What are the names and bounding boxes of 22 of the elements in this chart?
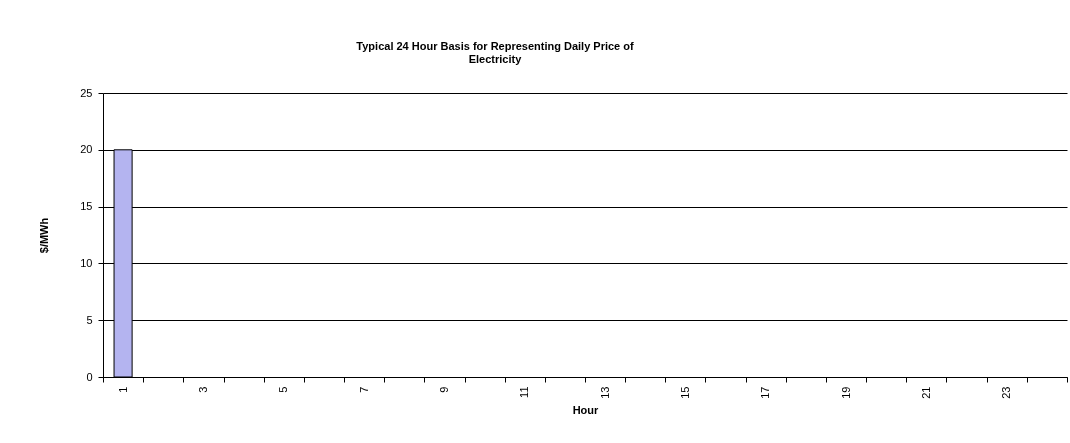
text: Typical 24 Hour Basis for Representing Daily Price of: [356, 40, 634, 52]
y-axis-title: $/MWh: [38, 217, 51, 254]
x-tick-label: 3: [196, 386, 209, 393]
y-tick-label: 10: [80, 256, 93, 269]
y-tick-label: 0: [86, 370, 93, 383]
x-tick-label: 13: [598, 386, 611, 399]
x-axis-title: Hour: [572, 403, 600, 416]
x-tick-label: 23: [1000, 386, 1013, 399]
x-tick-label: 7: [357, 386, 370, 393]
x-tick-label: 19: [839, 386, 852, 399]
y-tick-label: 20: [80, 143, 93, 156]
x-tick-label: 17: [759, 386, 772, 399]
y-tick-label: 5: [86, 313, 93, 326]
x-tick-label: 11: [518, 386, 531, 398]
y-tick-label: 25: [80, 86, 93, 99]
x-tick-label: 15: [678, 386, 691, 399]
x-tick-label: 21: [919, 386, 932, 399]
x-tick-label: 1: [116, 386, 129, 393]
x-tick-label: 9: [437, 386, 450, 393]
text: Electricity: [468, 53, 522, 65]
x-tick-label: 5: [277, 386, 290, 393]
y-tick-label: 15: [80, 200, 93, 213]
